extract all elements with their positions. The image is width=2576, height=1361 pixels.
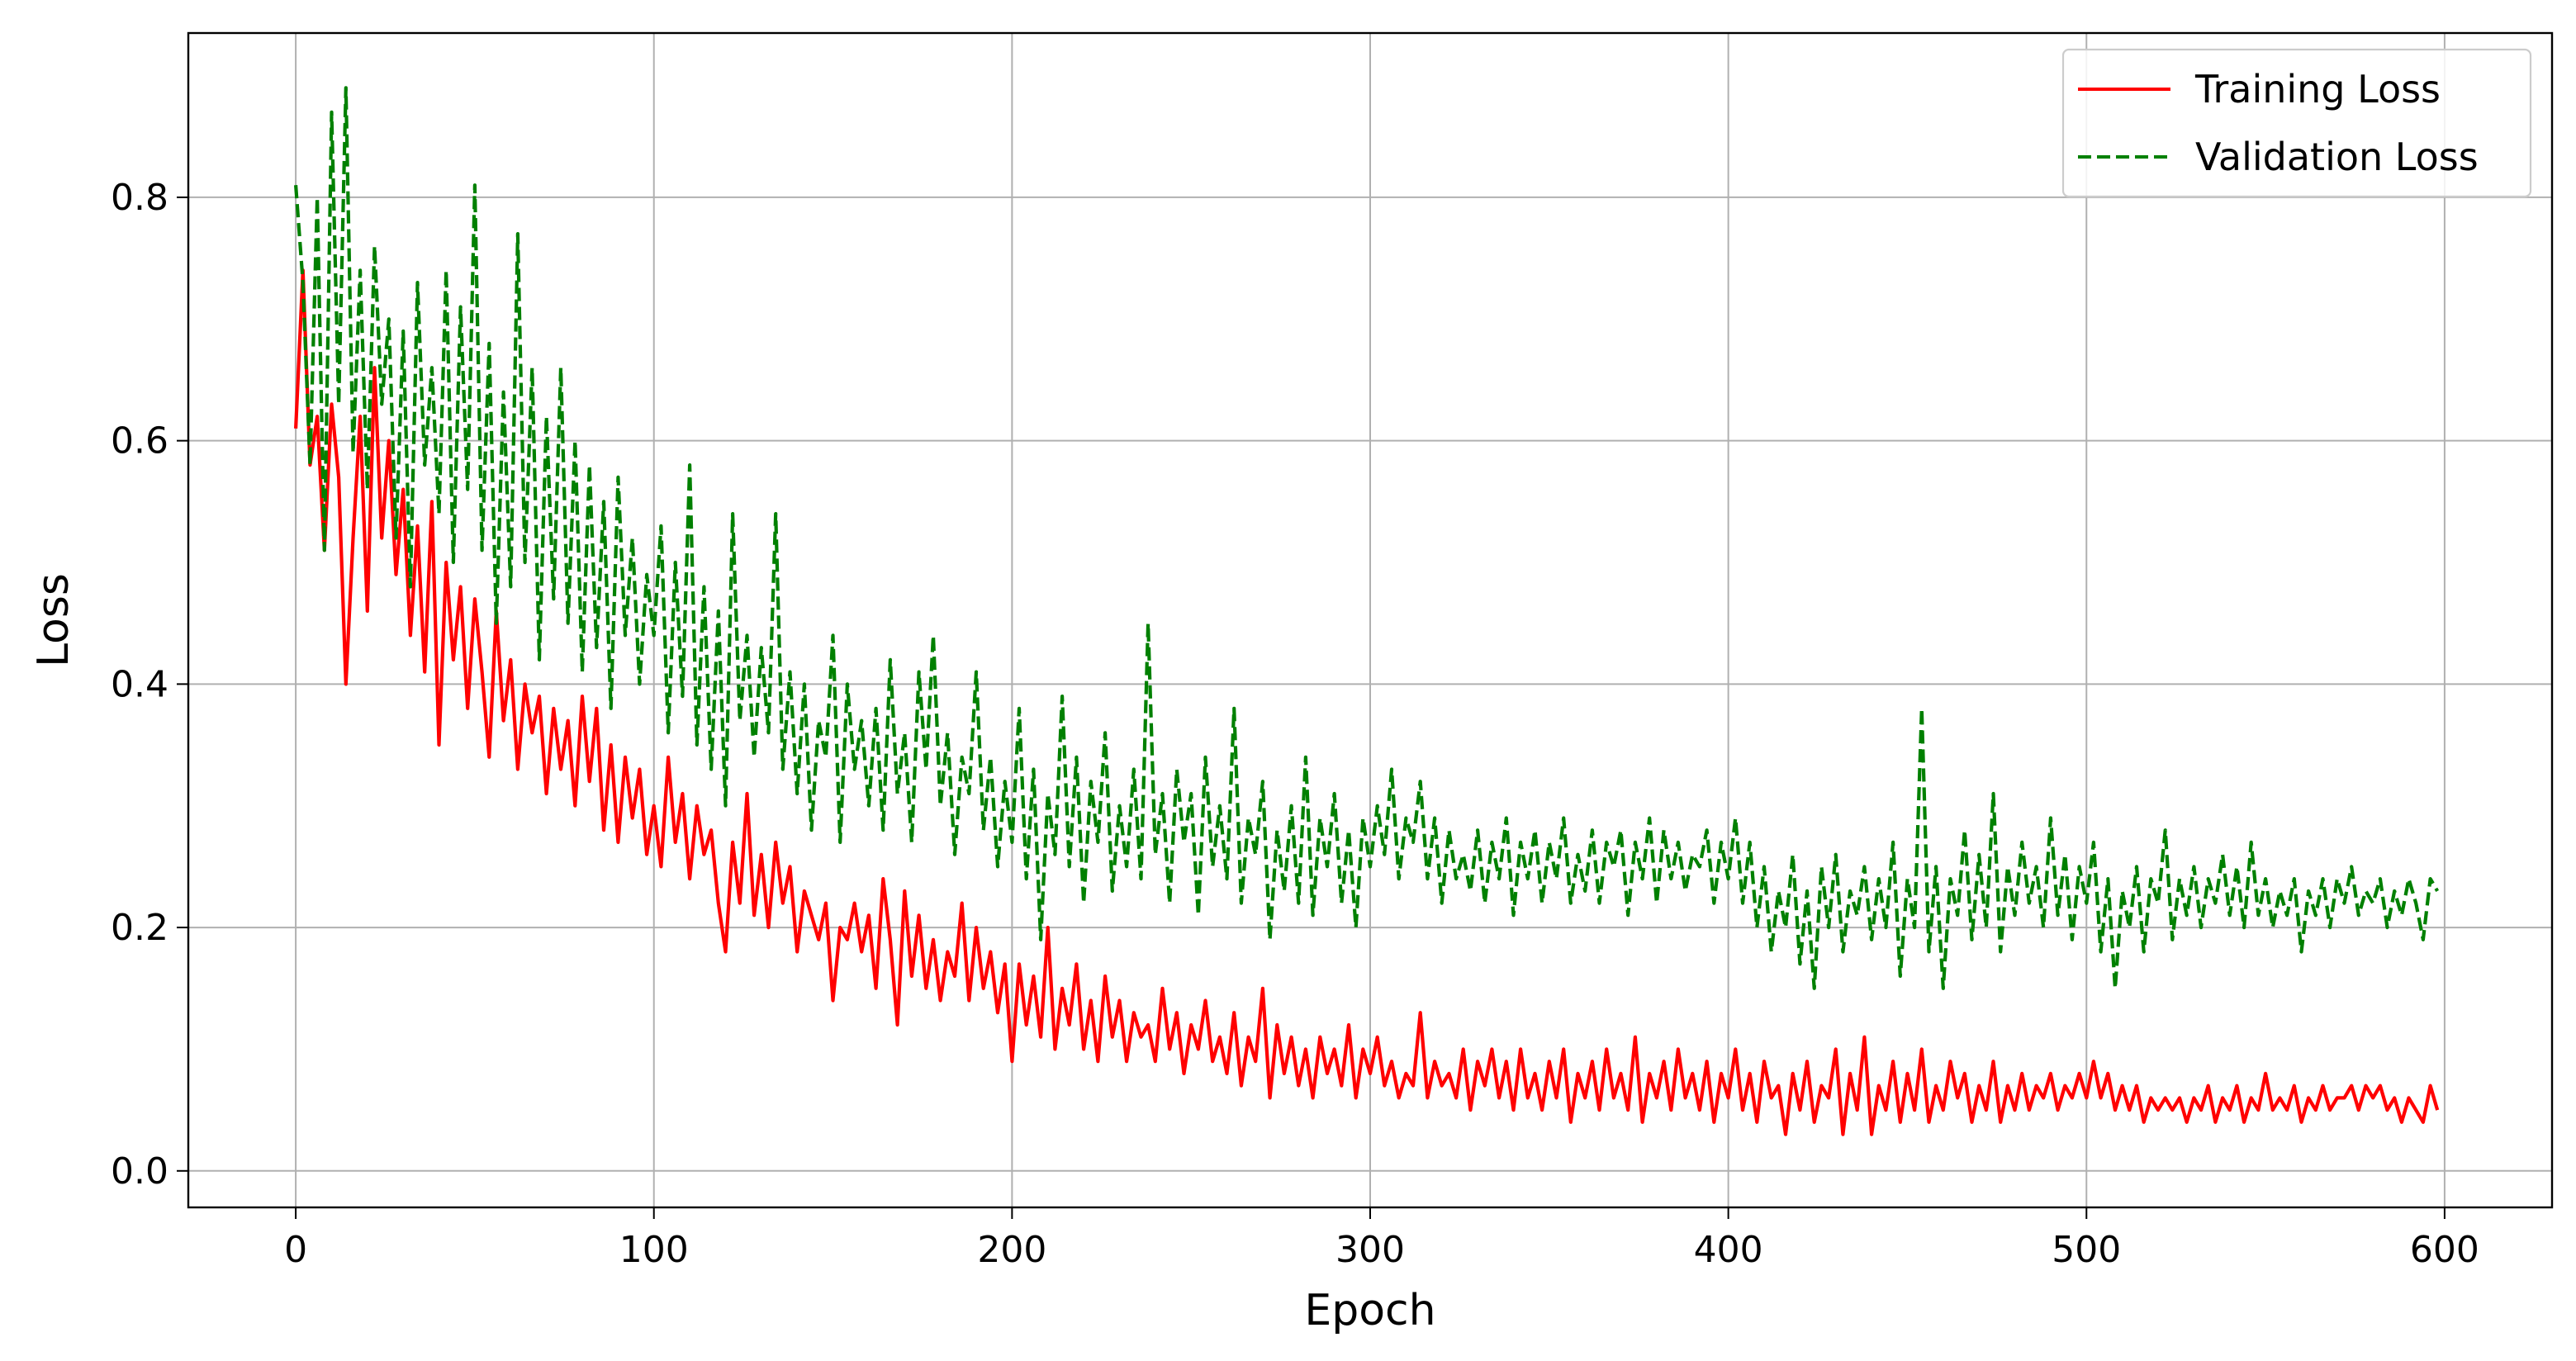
legend-box [2061,48,2532,198]
legend: Training Loss Validation Loss [2061,48,2532,198]
y-tick-label: 0.6 [111,420,168,462]
x-tick-label: 200 [977,1229,1046,1271]
grid [188,33,2552,1207]
y-tick-label: 0.2 [111,907,168,949]
legend-label-validation-loss: Validation Loss [2195,135,2479,179]
x-tick-label: 300 [1335,1229,1405,1271]
x-tick-label: 0 [284,1229,307,1271]
validation-loss-line [294,86,2440,990]
x-tick-label: 100 [619,1229,689,1271]
y-tick-label: 0.0 [111,1150,168,1193]
x-tick-label: 400 [1694,1229,1763,1271]
training-loss-line [294,268,2440,1136]
y-axis-label: Loss [29,573,78,667]
legend-label-training-loss: Training Loss [2194,67,2441,111]
y-tick-label: 0.4 [111,663,168,705]
x-axis-label: Epoch [1304,1286,1435,1335]
y-tick-label: 0.8 [111,177,168,219]
x-tick-label: 600 [2410,1229,2479,1271]
axis-ticks: 0 100 200 300 400 500 600 0.0 0.2 0.4 0.6 0.8 [111,177,2479,1271]
plot-series [294,86,2440,1136]
x-tick-label: 500 [2052,1229,2121,1271]
